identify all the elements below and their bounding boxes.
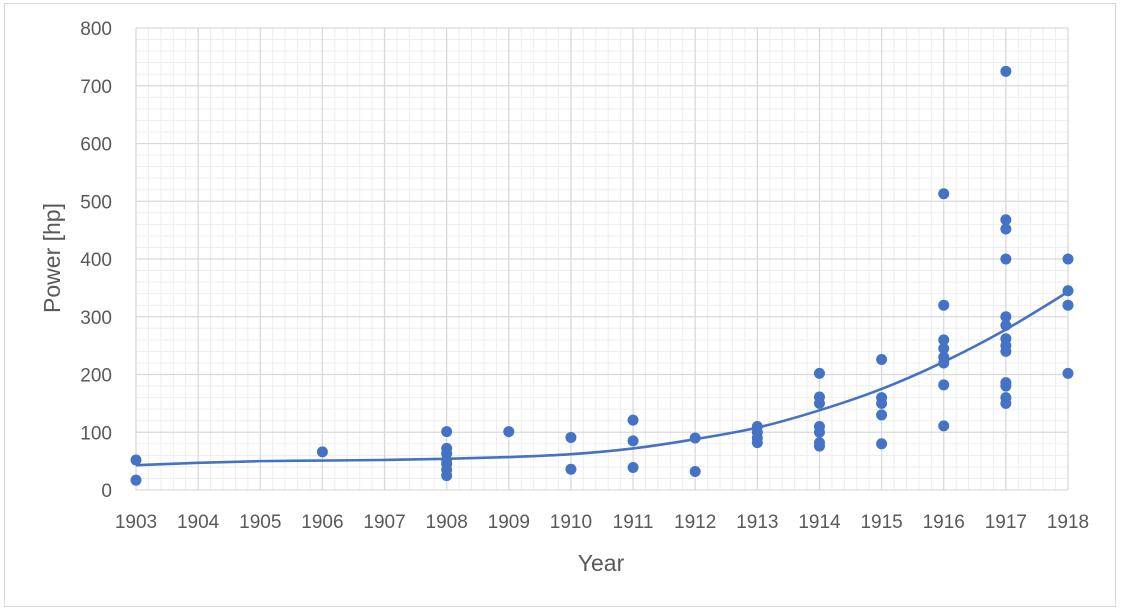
x-tick-label: 1918 (1047, 512, 1089, 533)
data-point (130, 454, 142, 466)
data-point (1062, 253, 1074, 265)
x-tick-label: 1916 (923, 512, 965, 533)
data-point (1000, 253, 1012, 265)
data-point (813, 397, 825, 409)
data-point (938, 379, 950, 391)
y-tick-label: 700 (80, 77, 112, 98)
data-points (130, 65, 1074, 486)
data-point (876, 438, 888, 450)
y-tick-label: 600 (80, 135, 112, 156)
y-axis-title: Power [hp] (39, 203, 65, 313)
data-point (876, 353, 888, 365)
data-point (813, 367, 825, 379)
x-tick-label: 1913 (736, 512, 778, 533)
data-point (1000, 345, 1012, 357)
data-point (813, 426, 825, 438)
data-point (1062, 299, 1074, 311)
x-tick-label: 1911 (613, 512, 654, 533)
data-point (1062, 367, 1074, 379)
data-point (689, 432, 701, 444)
data-point (751, 437, 763, 449)
data-point (1000, 214, 1012, 226)
data-point (316, 446, 328, 458)
data-point (627, 435, 639, 447)
y-tick-label: 400 (80, 250, 112, 271)
data-point (938, 188, 950, 200)
data-point (565, 463, 577, 475)
data-point (627, 414, 639, 426)
x-axis-title: Year (578, 550, 625, 576)
data-point (1000, 319, 1012, 331)
x-tick-label: 1909 (488, 512, 530, 533)
x-tick-label: 1903 (115, 512, 157, 533)
data-point (627, 461, 639, 473)
y-tick-label: 0 (101, 481, 112, 502)
y-tick-label: 300 (80, 308, 112, 329)
data-point (938, 299, 950, 311)
x-tick-label: 1907 (363, 512, 405, 533)
y-tick-label: 800 (80, 19, 112, 40)
data-point (130, 474, 142, 486)
x-tick-label: 1915 (860, 512, 902, 533)
data-point (1000, 380, 1012, 392)
data-point (441, 426, 453, 438)
data-point (503, 426, 515, 438)
major-gridlines (135, 27, 1069, 491)
data-point (689, 466, 701, 478)
x-tick-label: 1906 (301, 512, 343, 533)
data-point (876, 397, 888, 409)
data-point (938, 357, 950, 369)
data-point (938, 420, 950, 432)
data-point (1000, 311, 1012, 323)
y-tick-labels: 0 100 200 300 400 500 600 700 800 (80, 19, 112, 502)
data-point (876, 409, 888, 421)
data-point (1000, 223, 1012, 235)
y-tick-label: 100 (80, 423, 112, 444)
x-tick-label: 1912 (674, 512, 716, 533)
data-point (441, 470, 453, 482)
data-point (1000, 397, 1012, 409)
x-tick-label: 1908 (426, 512, 468, 533)
data-point (813, 440, 825, 452)
x-tick-labels: 1903 1904 1905 1906 1907 1908 1909 1910 1911 1912… (115, 512, 1089, 533)
data-point (938, 334, 950, 346)
y-tick-label: 500 (80, 192, 112, 213)
x-tick-label: 1905 (239, 512, 281, 533)
data-point (938, 343, 950, 355)
x-tick-label: 1917 (985, 512, 1027, 533)
y-tick-label: 200 (80, 366, 112, 387)
x-tick-label: 1914 (798, 512, 841, 533)
trendline (135, 290, 1069, 467)
x-tick-label: 1904 (177, 512, 220, 533)
x-tick-label: 1910 (550, 512, 592, 533)
data-point (1062, 285, 1074, 297)
trendline-path (135, 290, 1069, 467)
data-point (1000, 65, 1012, 77)
data-point (565, 431, 577, 443)
